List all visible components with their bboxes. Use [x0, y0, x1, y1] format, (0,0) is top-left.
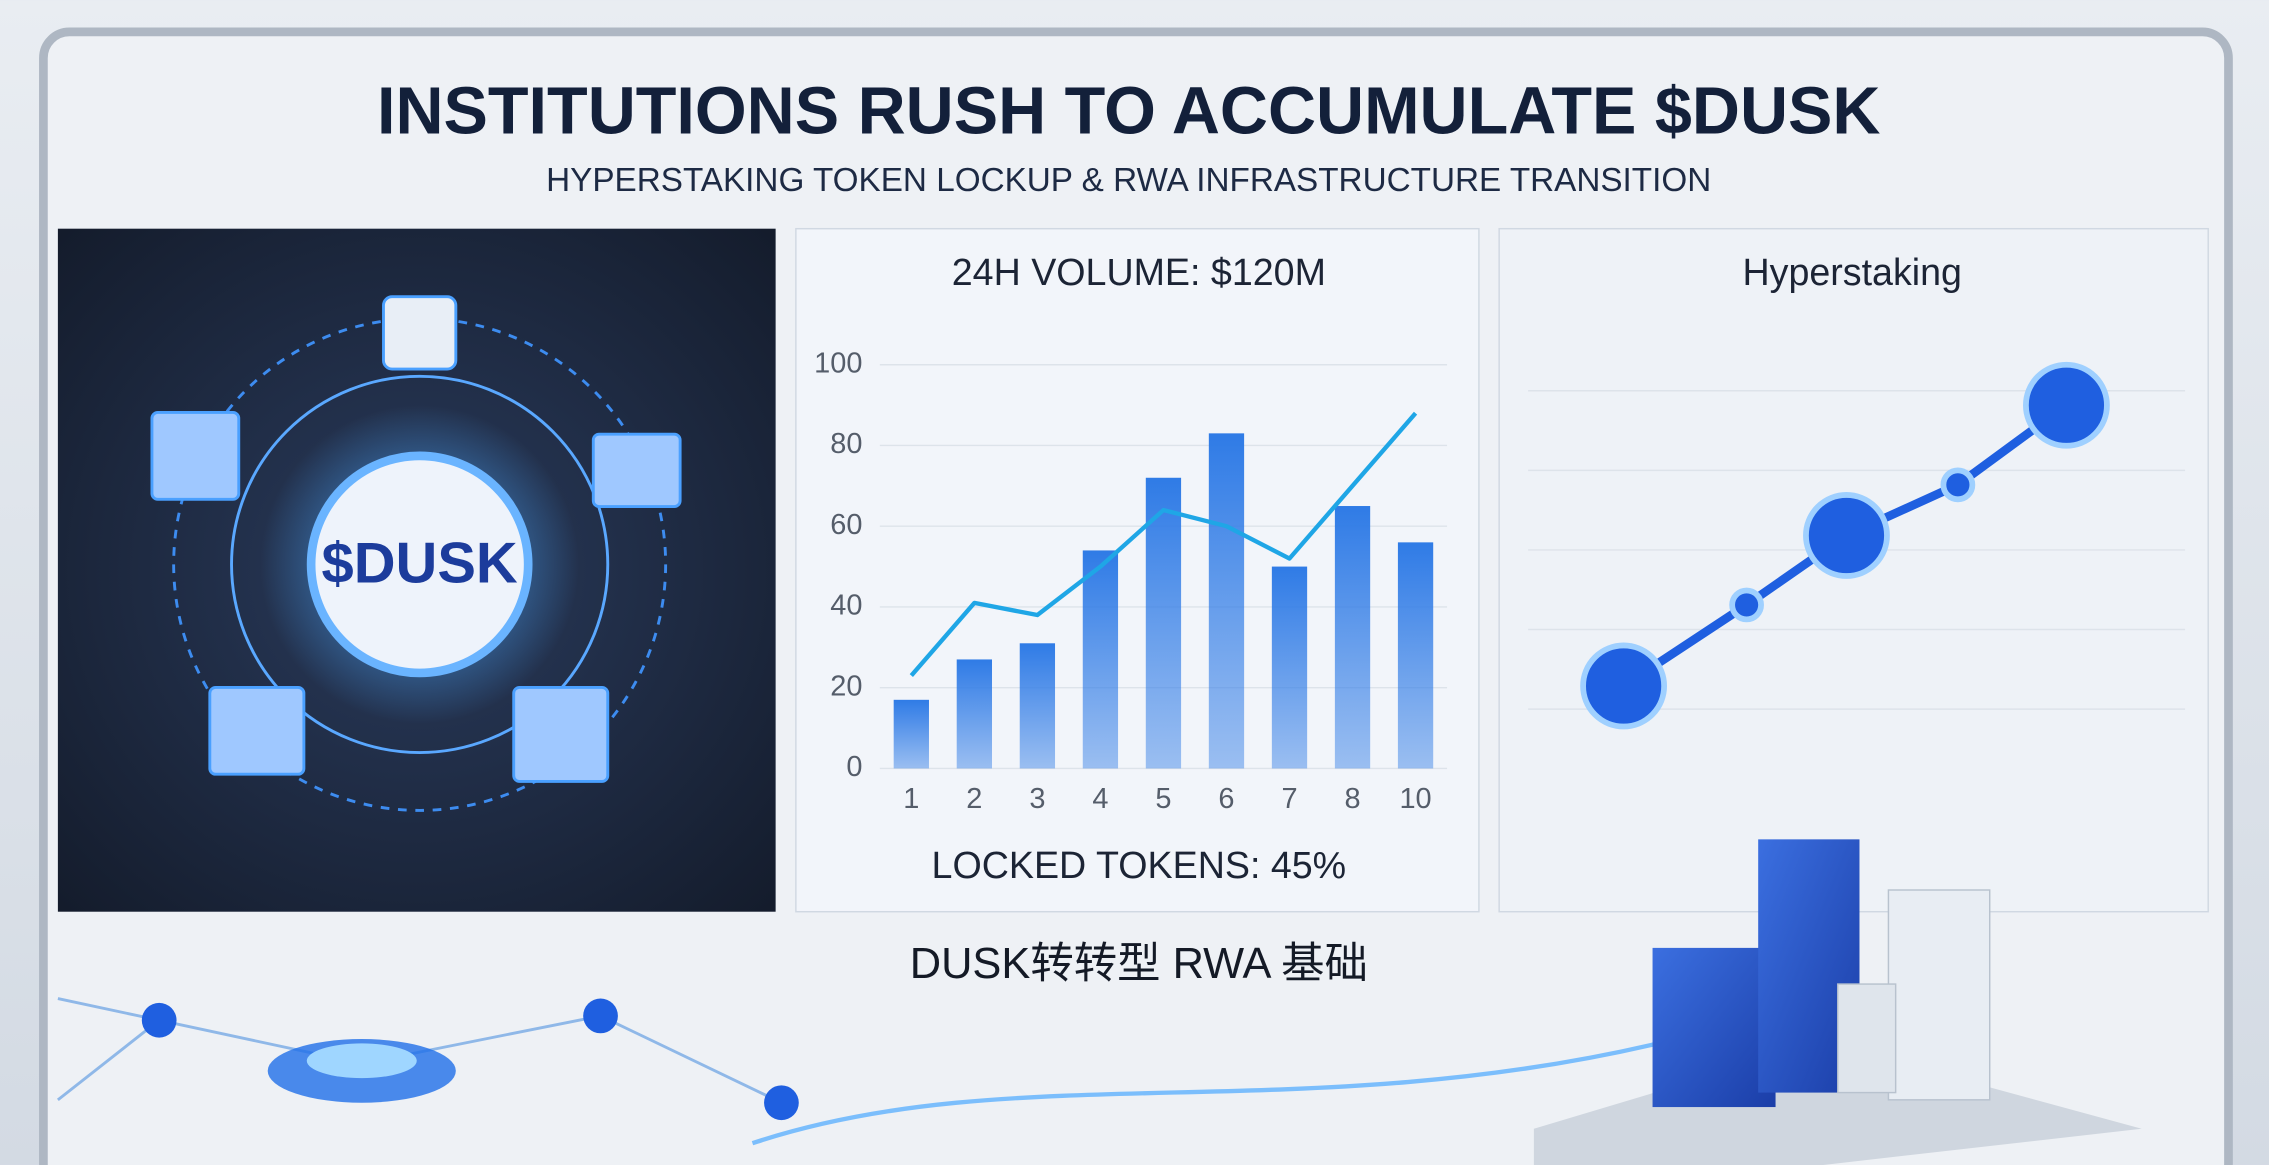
ring	[230, 374, 610, 754]
y-tick-label: 80	[830, 428, 862, 460]
network	[56, 997, 1665, 1146]
plot: 0 20 40 60 80 100 1 2 3 4 5 6 7 8 10	[814, 347, 1448, 815]
bar	[956, 659, 993, 769]
y-tick-label: 100	[814, 347, 862, 379]
bar	[1019, 643, 1056, 769]
chart-title: 24H VOLUME: $120M	[952, 251, 1326, 293]
x-tick-label: 5	[1155, 783, 1171, 815]
x-tick-label: 6	[1218, 783, 1234, 815]
bar	[1397, 542, 1434, 769]
chart-panel	[795, 227, 1480, 913]
caption: DUSK转转型 RWA 基础	[910, 940, 1368, 988]
bar	[1082, 550, 1119, 769]
ring	[172, 316, 668, 812]
x-tick-label: 3	[1029, 783, 1045, 815]
subtitle: HYPERSTAKING TOKEN LOCKUP & RWA INFRASTR…	[546, 162, 1711, 199]
x-tick-label: 2	[966, 783, 982, 815]
y-tick-label: 0	[846, 751, 862, 783]
x-tick-label: 7	[1281, 783, 1297, 815]
title: INSTITUTIONS RUSH TO ACCUMULATE $DUSK	[377, 74, 1880, 148]
icons	[150, 295, 682, 783]
token-label: $DUSK	[322, 532, 518, 596]
x-tick-label: 10	[1399, 783, 1431, 815]
y-tick-label: 60	[830, 509, 862, 541]
bar	[1334, 506, 1371, 769]
chart-footer: LOCKED TOKENS: 45%	[932, 844, 1347, 886]
line	[909, 411, 1418, 678]
bar	[1271, 566, 1308, 769]
x-tick-label: 8	[1344, 783, 1360, 815]
bar	[1208, 433, 1245, 769]
staking-nodes	[1580, 361, 2110, 730]
x-tick-label: 4	[1092, 783, 1108, 815]
bar	[893, 699, 929, 769]
buildings	[1533, 839, 2142, 1165]
y-tick-label: 20	[830, 670, 862, 702]
bar	[1145, 477, 1182, 769]
y-tick-label: 40	[830, 590, 862, 622]
token-circle	[306, 451, 533, 678]
right-title: Hyperstaking	[1742, 251, 1961, 293]
x-tick-label: 1	[903, 783, 919, 815]
